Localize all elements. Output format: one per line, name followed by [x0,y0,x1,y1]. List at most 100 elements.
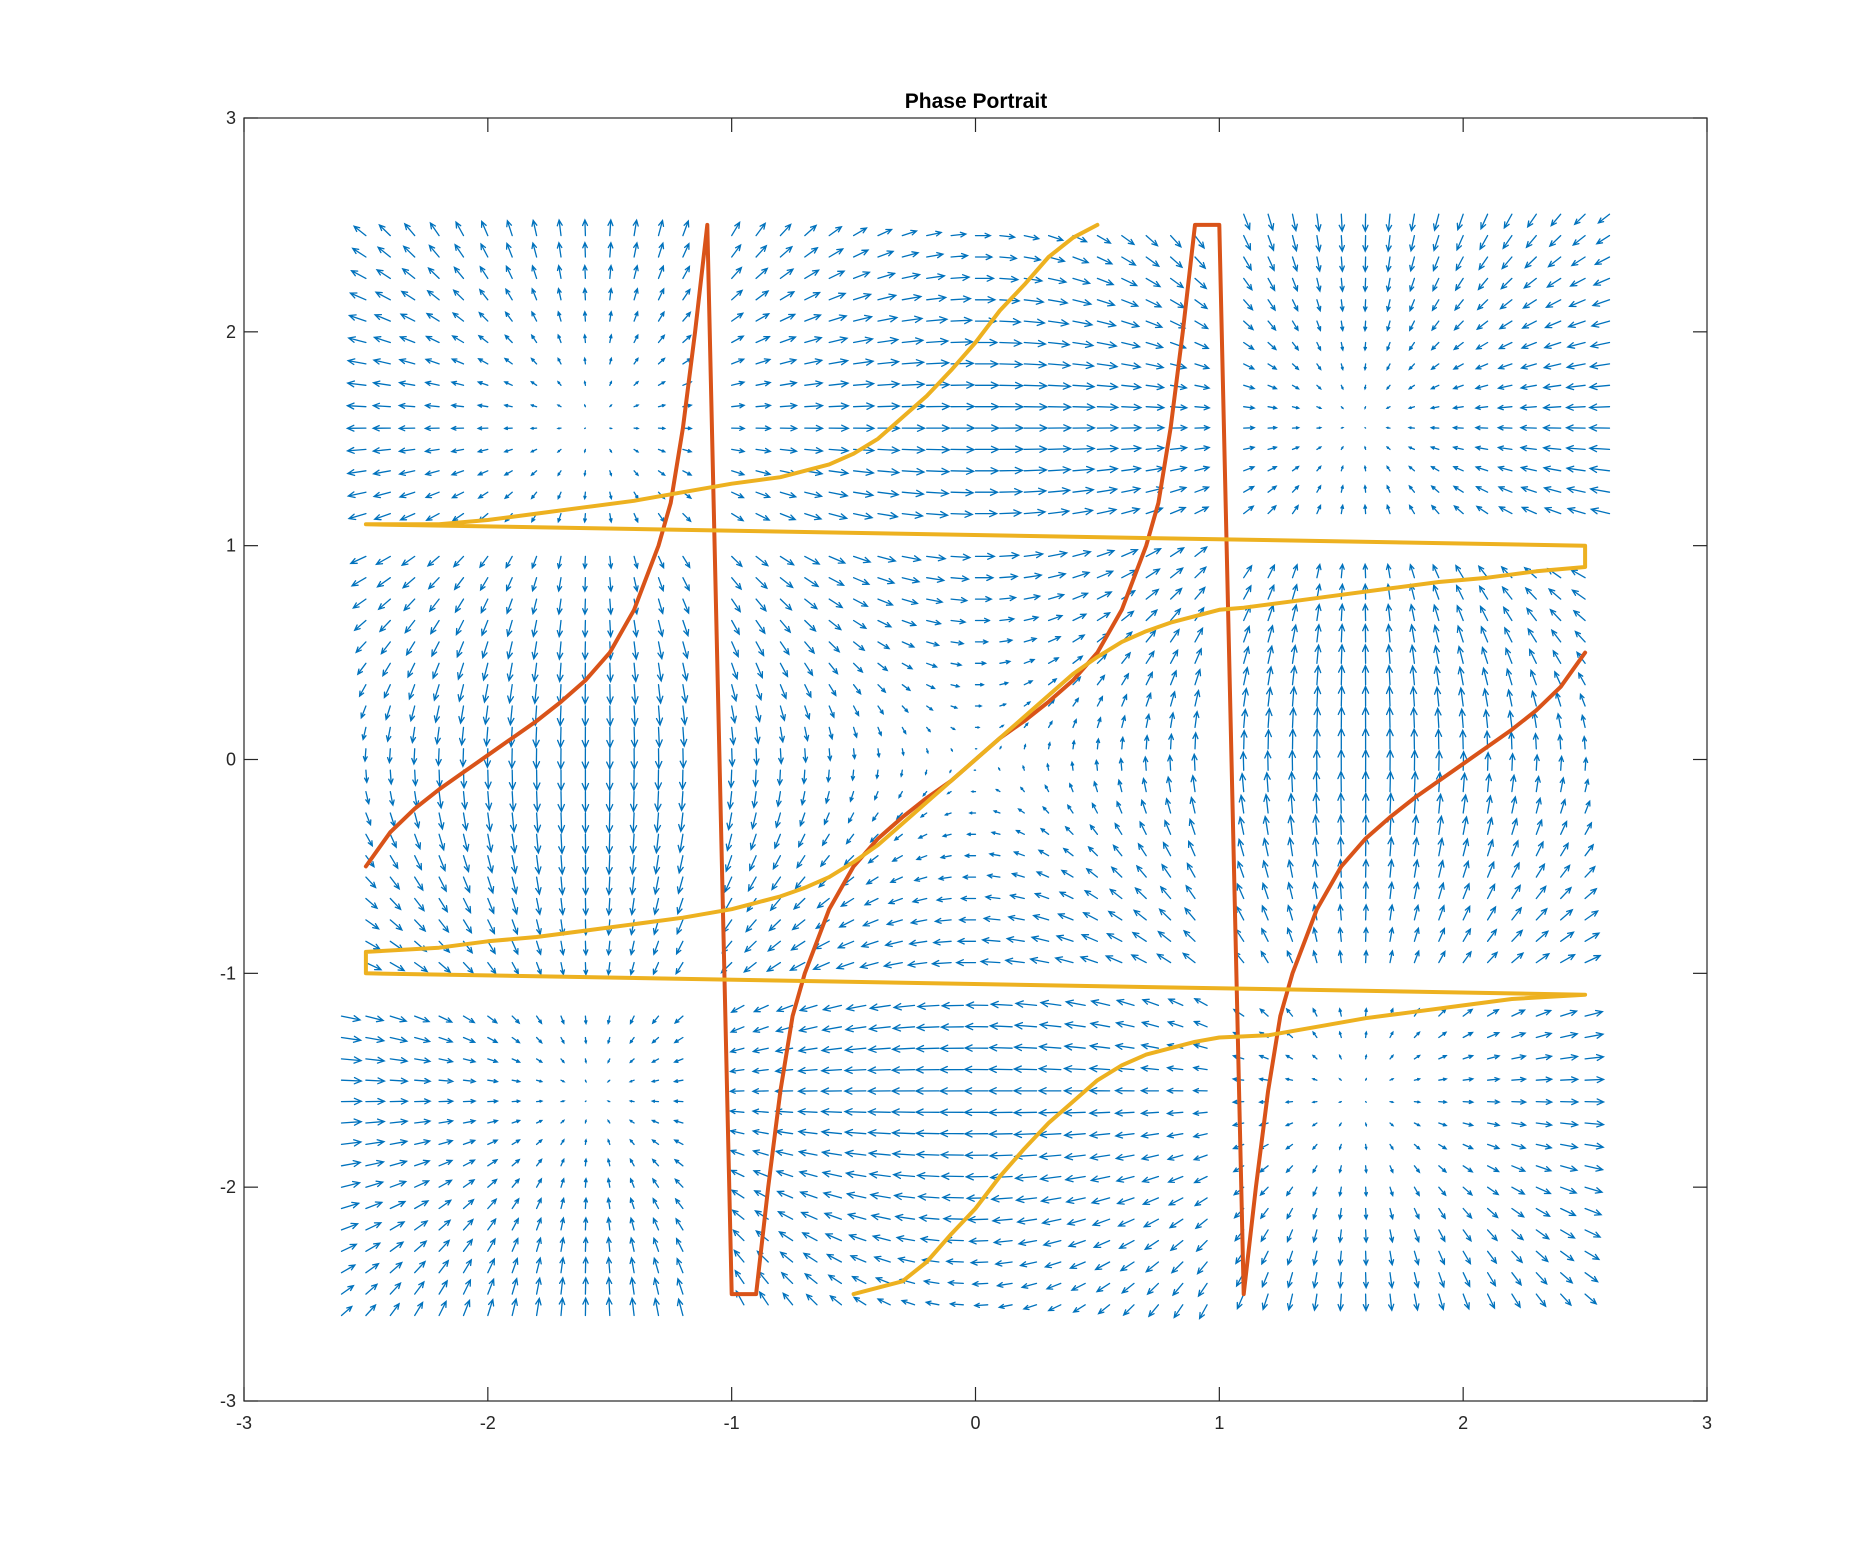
quiver-arrow [1096,403,1120,411]
quiver-arrow [1131,931,1147,942]
quiver-arrow [389,1057,409,1064]
quiver-arrow [1072,486,1095,495]
quiver-arrow [1023,508,1047,517]
quiver-arrow [503,403,513,408]
quiver-arrow [1121,548,1139,558]
quiver-arrow [826,769,832,784]
quiver-arrow [1337,664,1346,686]
quiver-arrow [1591,299,1611,307]
quiver-arrow [438,1239,451,1252]
quiver-arrow [1316,426,1323,430]
y-tick-label: 0 [226,750,236,770]
quiver-arrow [476,426,489,431]
quiver-arrow [1316,277,1322,293]
quiver-arrow [867,1045,891,1053]
quiver-arrow [828,577,846,587]
quiver-arrow [1096,361,1119,370]
quiver-arrow [584,1100,587,1103]
quiver-arrow [1511,929,1524,942]
quiver-arrow [340,1015,362,1023]
quiver-arrow [926,402,951,411]
quiver-arrow [1169,711,1176,729]
quiver-arrow [1486,905,1497,921]
quiver-arrow [1288,770,1296,793]
quiver-arrow [877,705,885,715]
quiver-arrow [779,1251,794,1263]
quiver-arrow [462,1015,476,1024]
quiver-arrow [581,748,590,771]
quiver-arrow [728,748,736,768]
quiver-arrow [1385,562,1392,579]
quiver-arrow [803,1272,818,1285]
quiver-arrow [1519,445,1537,452]
quiver-arrow [657,577,665,593]
quiver-arrow [438,1219,452,1231]
quiver-arrow [1549,608,1562,622]
quiver-arrow [1262,859,1269,878]
quiver-arrow [556,287,562,301]
y-tick-label: 3 [226,108,236,128]
quiver-arrow [1432,563,1440,579]
quiver-arrow [901,467,926,476]
quiver-arrow [1542,486,1562,493]
quiver-arrow [950,295,972,303]
quiver-arrow [1168,1218,1184,1229]
quiver-arrow [909,918,928,925]
quiver-arrow [1558,754,1565,771]
quiver-arrow [365,919,380,930]
quiver-arrow [361,726,367,741]
quiver-arrow [340,1284,355,1295]
quiver-arrow [1265,707,1273,729]
quiver-arrow [1089,1153,1111,1161]
quiver-arrow [731,598,742,613]
quiver-arrow [964,1172,989,1181]
quiver-arrow [1543,506,1562,515]
quiver-arrow [560,1100,566,1103]
quiver-arrow [1267,405,1279,410]
quiver-arrow [1462,1143,1475,1150]
quiver-arrow [375,268,391,280]
quiver-arrow [424,470,440,476]
quiver-arrow [365,897,379,910]
quiver-arrow [629,1296,637,1317]
quiver-arrow [1119,735,1125,750]
quiver-arrow [424,380,440,387]
quiver-arrow [755,358,772,365]
quiver-arrow [1385,426,1391,429]
quiver-arrow [1545,299,1562,309]
quiver-arrow [901,619,918,627]
quiver-arrow [990,1194,1013,1203]
quiver-arrow [915,855,928,861]
quiver-arrow [765,961,782,972]
quiver-arrow [399,512,416,521]
quiver-arrow [1535,1293,1547,1308]
quiver-arrow [1291,446,1301,451]
quiver-arrow [1169,669,1177,686]
quiver-arrow [505,242,513,258]
quiver-arrow [877,358,901,367]
quiver-arrow [1142,755,1149,771]
quiver-arrow [1337,791,1345,814]
quiver-arrow [438,1199,453,1210]
quiver-arrow [457,662,465,681]
quiver-arrow [1486,1076,1501,1082]
quiver-arrow [680,705,688,726]
quiver-arrow [483,748,492,769]
quiver-arrow [673,1058,684,1063]
quiver-arrow [731,555,743,568]
quiver-arrow [609,470,613,477]
quiver-arrow [751,1149,769,1156]
quiver-arrow [1023,318,1046,327]
quiver-arrow [1023,487,1048,496]
quiver-arrow [1409,664,1417,686]
quiver-arrow [1047,593,1066,600]
quiver-arrow [1362,256,1369,273]
quiver-arrow [1047,678,1058,686]
quiver-arrow [1485,772,1493,793]
quiver-arrow [1287,792,1296,814]
quiver-arrow [606,726,614,750]
quiver-arrow [532,748,541,771]
quiver-arrow [1589,341,1611,349]
quiver-arrow [450,425,465,431]
quiver-arrow [999,360,1024,369]
